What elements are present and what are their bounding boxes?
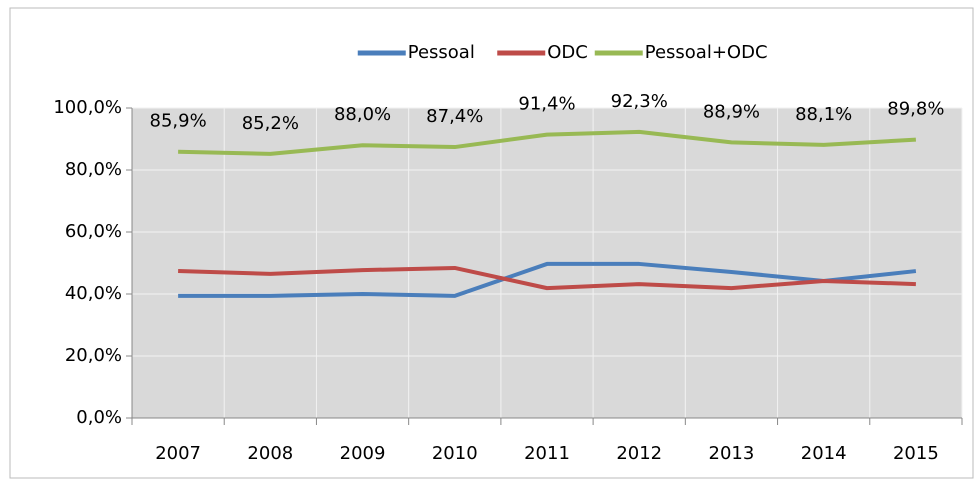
legend-label: Pessoal (408, 42, 475, 63)
data-label: 88,1% (795, 104, 852, 125)
x-tick-label: 2009 (340, 443, 386, 464)
data-label: 92,3% (611, 91, 668, 112)
legend-label: Pessoal+ODC (645, 42, 768, 63)
y-tick-label: 100,0% (53, 97, 122, 118)
y-tick-label: 60,0% (65, 221, 122, 242)
x-tick-label: 2013 (709, 443, 755, 464)
y-tick-label: 80,0% (65, 159, 122, 180)
x-tick-label: 2011 (524, 443, 570, 464)
y-tick-label: 0,0% (76, 407, 122, 428)
y-tick-label: 40,0% (65, 283, 122, 304)
x-tick-label: 2010 (432, 443, 478, 464)
x-tick-label: 2015 (893, 443, 939, 464)
data-label: 89,8% (887, 99, 944, 120)
data-label: 87,4% (426, 106, 483, 127)
series-line (178, 265, 916, 291)
series-line (178, 129, 917, 156)
data-label: 85,2% (242, 113, 299, 134)
x-tick-label: 2014 (801, 443, 847, 464)
legend-label: ODC (547, 42, 588, 63)
data-label: 88,0% (334, 104, 391, 125)
x-tick-label: 2008 (247, 443, 293, 464)
y-tick-label: 20,0% (65, 345, 122, 366)
data-label: 85,9% (150, 111, 207, 132)
data-label: 88,9% (703, 101, 760, 122)
x-tick-label: 2007 (155, 443, 201, 464)
x-tick-label: 2012 (616, 443, 662, 464)
series-line (178, 261, 917, 298)
data-label: 91,4% (518, 94, 575, 115)
